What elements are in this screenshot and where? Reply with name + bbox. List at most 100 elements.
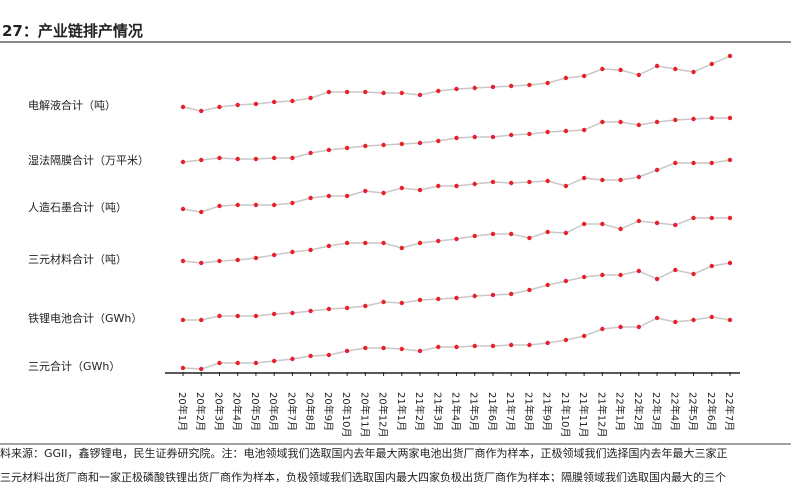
data-point (326, 193, 332, 199)
data-point (600, 326, 605, 332)
data-point (253, 202, 259, 208)
data-point (344, 193, 350, 199)
data-point (180, 258, 186, 264)
data-point (308, 247, 313, 253)
data-point (436, 296, 441, 302)
data-point (326, 243, 332, 249)
data-point (454, 86, 459, 92)
data-point (563, 183, 569, 189)
data-point (235, 257, 240, 263)
data-point (253, 101, 259, 107)
data-point (199, 366, 204, 372)
data-point (344, 240, 350, 246)
data-point (417, 140, 423, 146)
data-point (509, 291, 514, 297)
data-point (235, 102, 240, 108)
data-point (490, 231, 496, 237)
data-point (600, 119, 605, 125)
x-tick-label: 20年3月 (212, 392, 225, 431)
data-point (217, 360, 222, 366)
x-tick-label: 22年3月 (650, 392, 663, 431)
data-point (253, 313, 259, 319)
x-tick-label: 21年9月 (541, 392, 554, 431)
data-point (290, 200, 295, 206)
data-point (436, 138, 441, 144)
data-point (673, 160, 678, 166)
data-point (271, 155, 277, 161)
data-point (417, 92, 423, 98)
data-point (326, 147, 332, 153)
data-point (454, 236, 459, 242)
data-point (490, 292, 496, 298)
data-point (563, 278, 569, 284)
x-tick-label: 22年4月 (668, 392, 681, 431)
data-point (600, 221, 605, 227)
data-point (454, 135, 459, 141)
data-point (417, 348, 423, 354)
data-point (199, 260, 204, 266)
data-point (636, 174, 642, 180)
data-point (545, 178, 550, 184)
data-point (545, 282, 550, 288)
series-line (183, 262, 731, 321)
x-tick-label: 21年4月 (450, 392, 463, 431)
data-point (381, 90, 386, 96)
data-point (509, 83, 514, 89)
series-line (182, 55, 731, 112)
data-point (235, 156, 240, 162)
series-label: 人造石墨合计（吨） (28, 200, 127, 214)
data-point (180, 365, 186, 371)
data-point (654, 167, 660, 173)
x-tick-label: 21年11月 (577, 392, 590, 437)
data-point (654, 63, 660, 69)
data-point (581, 127, 587, 133)
x-tick-label: 22年6月 (705, 392, 718, 431)
data-point (271, 99, 277, 105)
data-point (727, 317, 733, 323)
data-point (454, 295, 459, 301)
data-point (727, 115, 733, 121)
data-point (472, 134, 477, 140)
x-tick-label: 20年12月 (377, 392, 390, 437)
data-point (654, 276, 660, 282)
data-point (399, 346, 404, 352)
series-line (182, 316, 731, 370)
data-point (727, 157, 733, 163)
data-point (691, 215, 696, 221)
data-point (618, 67, 623, 73)
data-point (436, 88, 441, 94)
x-tick-label: 21年7月 (504, 392, 517, 431)
data-point (600, 177, 605, 183)
data-point (180, 317, 186, 323)
data-point (436, 183, 441, 189)
data-point (472, 181, 477, 187)
data-point (308, 195, 313, 201)
data-point (308, 353, 313, 359)
x-tick-label: 22年2月 (632, 392, 645, 431)
data-point (381, 345, 386, 351)
x-tick-label: 21年8月 (522, 392, 535, 431)
data-point (509, 231, 514, 237)
x-tick-label: 20年4月 (231, 392, 244, 431)
data-point (217, 203, 222, 209)
data-point (600, 272, 605, 278)
data-point (581, 221, 587, 227)
data-point (344, 305, 350, 311)
data-point (563, 128, 569, 134)
data-point (399, 141, 404, 147)
series-label: 三元合计（GWh） (28, 359, 120, 373)
x-tick-label: 21年3月 (431, 392, 444, 431)
data-point (290, 310, 295, 316)
data-point (217, 313, 222, 319)
data-point (581, 73, 587, 79)
data-point (199, 108, 204, 114)
data-point (691, 160, 696, 166)
data-point (199, 209, 204, 215)
data-point (271, 252, 277, 258)
data-point (290, 155, 295, 161)
data-point (509, 132, 514, 138)
data-point (326, 306, 332, 312)
data-point (290, 98, 295, 104)
x-tick-label: 20年8月 (304, 392, 317, 431)
